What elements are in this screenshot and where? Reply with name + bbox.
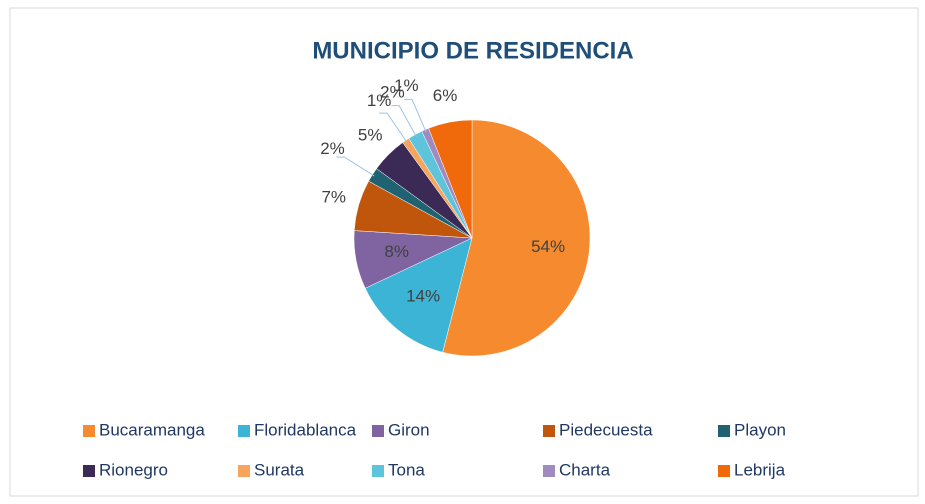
data-label: 1%: [367, 91, 392, 110]
chart-title: MUNICIPIO DE RESIDENCIA: [312, 37, 633, 64]
legend-swatch: [543, 425, 555, 437]
legend-label: Lebrija: [734, 460, 786, 479]
legend-label: Piedecuesta: [559, 420, 653, 439]
legend-swatch: [238, 465, 250, 477]
pie-slice: [428, 119, 473, 239]
pie-slice: [442, 119, 591, 357]
data-label: 2%: [380, 83, 405, 102]
data-label: 6%: [433, 86, 458, 105]
legend-swatch: [83, 425, 95, 437]
data-label: 1%: [394, 76, 419, 95]
legend-swatch: [238, 425, 250, 437]
legend-label: Playon: [734, 420, 786, 439]
legend-swatch: [718, 425, 730, 437]
pie-slice: [364, 237, 473, 353]
legend-label: Charta: [559, 460, 611, 479]
data-label: 7%: [321, 187, 346, 206]
legend-label: Tona: [388, 460, 425, 479]
data-label: 14%: [406, 287, 440, 306]
legend-label: Bucaramanga: [99, 420, 205, 439]
leader-line: [379, 112, 408, 143]
data-label: 2%: [320, 139, 345, 158]
data-label: 5%: [358, 126, 383, 145]
legend-label: Giron: [388, 420, 430, 439]
legend-label: Rionegro: [99, 460, 168, 479]
legend-swatch: [718, 465, 730, 477]
leader-line: [336, 156, 375, 177]
data-label: 8%: [384, 242, 409, 261]
leader-line: [404, 98, 427, 133]
leader-line: [391, 105, 417, 137]
legend-swatch: [372, 425, 384, 437]
legend-swatch: [543, 465, 555, 477]
legend-swatch: [372, 465, 384, 477]
legend-label: Surata: [254, 460, 305, 479]
legend-label: Floridablanca: [254, 420, 357, 439]
data-label: 54%: [531, 237, 565, 256]
legend-swatch: [83, 465, 95, 477]
